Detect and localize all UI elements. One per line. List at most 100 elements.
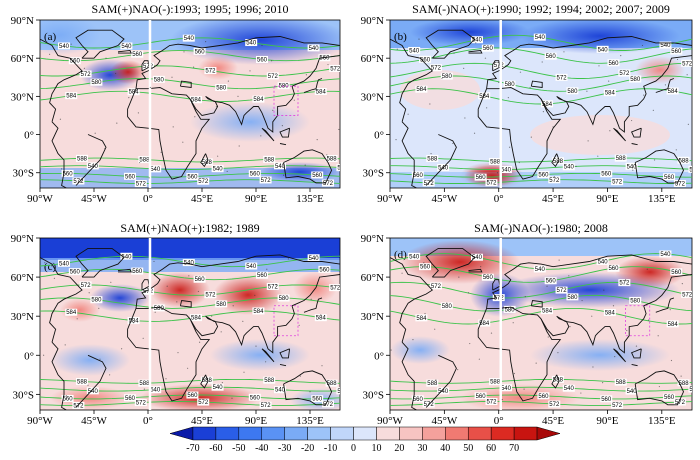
contour-label-box xyxy=(131,267,144,275)
significance-dot xyxy=(418,38,420,40)
contour-label-box xyxy=(562,384,575,392)
contour-label-box xyxy=(437,387,450,395)
significance-dot xyxy=(109,374,111,376)
coast-line xyxy=(303,78,323,93)
panel-c-coastline xyxy=(40,238,340,410)
coast-line xyxy=(117,50,132,54)
contour-label: 584 xyxy=(316,316,327,322)
significance-dot xyxy=(575,165,577,167)
contour-label: 560 xyxy=(671,49,682,55)
contour-label-box xyxy=(248,170,261,178)
lon-tick-label: 0° xyxy=(143,415,153,427)
significance-dot xyxy=(413,389,415,392)
contour-label-box xyxy=(600,170,613,178)
colorbar-swatch xyxy=(399,426,423,441)
significance-dot xyxy=(396,48,398,50)
lon-tick-label: 45°W xyxy=(81,193,107,205)
contour-label: 540 xyxy=(409,48,420,54)
contour-label: 540 xyxy=(121,44,132,50)
contour-label: 588 xyxy=(264,157,275,163)
contour-label-box xyxy=(537,392,550,400)
significance-dot xyxy=(523,388,525,390)
contour-label-box xyxy=(134,180,147,188)
significance-dot xyxy=(271,60,273,62)
height-contour xyxy=(390,294,692,312)
significance-dot xyxy=(137,112,139,114)
contour-label-box xyxy=(440,72,453,80)
contour-label-box xyxy=(673,398,686,406)
lat-tick-label: 90°N xyxy=(11,15,34,27)
coast-line xyxy=(540,55,692,133)
significance-dot xyxy=(620,55,622,57)
significance-dot xyxy=(424,312,426,315)
coast-line xyxy=(179,299,192,308)
height-contour xyxy=(390,47,692,64)
significance-dot xyxy=(305,74,307,76)
contour-label: 540 xyxy=(564,165,575,171)
contour-label: 560 xyxy=(608,266,619,272)
significance-dot xyxy=(475,42,477,44)
contour-label: 540 xyxy=(121,254,132,260)
contour-label: 560 xyxy=(195,49,206,55)
contour-label-box xyxy=(551,375,564,383)
contour-label-box xyxy=(340,75,352,82)
height-contour xyxy=(390,75,692,92)
contour-label-box xyxy=(422,400,435,408)
contour-label: 572 xyxy=(136,182,147,188)
significance-dot xyxy=(277,335,279,337)
colorbar-tick-label: 40 xyxy=(440,443,450,454)
contour-label: 580 xyxy=(91,80,102,86)
contour-label-box xyxy=(666,87,679,95)
coast-line xyxy=(279,363,287,367)
coast-line xyxy=(631,143,638,146)
contour-label-box xyxy=(677,156,690,164)
contour-label: 588 xyxy=(616,156,627,162)
significance-dot xyxy=(320,314,322,316)
height-contour xyxy=(390,378,692,384)
significance-dot xyxy=(508,146,511,148)
significance-dot xyxy=(197,290,199,293)
colorbar: -70 -60 -50 -40 -30 -20 -10 0 10 20 30 40 50 60 70 xyxy=(169,426,561,454)
contour-label-box xyxy=(68,268,81,276)
lat-tick-label: 30°N xyxy=(11,91,34,103)
lat-tick-label: 30°N xyxy=(11,311,34,323)
significance-dot xyxy=(419,88,421,90)
contour-label: 540 xyxy=(59,261,70,267)
significance-dot xyxy=(82,158,84,160)
contour-label-box xyxy=(259,401,272,409)
contour-label-box xyxy=(58,259,70,267)
contour-label-box xyxy=(408,46,421,54)
contour-label: 560 xyxy=(664,395,675,401)
coast-line xyxy=(630,348,642,359)
significance-dot xyxy=(61,168,63,170)
contour-label: 584 xyxy=(191,316,202,322)
panel-b-label: (b) xyxy=(394,31,407,43)
panel-a-title: SAM(+)NAO(-):1993; 1995; 1996; 2010 xyxy=(91,2,288,16)
colorbar-swatch xyxy=(215,426,240,441)
significance-dot xyxy=(272,109,274,111)
height-contour xyxy=(390,266,692,283)
significance-dot xyxy=(637,396,639,398)
contour-label-box xyxy=(670,47,683,55)
significance-dot xyxy=(473,132,476,134)
significance-dot xyxy=(669,309,671,311)
colorbar-tick-label: -10 xyxy=(324,443,337,454)
coast-line xyxy=(401,121,417,188)
significance-dot xyxy=(187,367,189,369)
coast-line xyxy=(75,134,107,186)
significance-dot xyxy=(148,177,150,179)
contour-label: 572 xyxy=(619,71,630,77)
contour-label-box xyxy=(541,307,554,315)
contour-label: 540 xyxy=(627,389,638,395)
significance-dot xyxy=(59,118,62,120)
height-contour xyxy=(40,268,340,281)
contour-label: 580 xyxy=(630,298,641,304)
contour-label-box xyxy=(629,296,642,304)
contour-label-box xyxy=(311,395,324,403)
lat-tick-label: 60°N xyxy=(11,53,34,65)
lon-tick-label: 90°E xyxy=(596,193,618,205)
panel-c-label: (c) xyxy=(44,261,57,273)
contour-label-box xyxy=(603,89,616,97)
significance-dot xyxy=(76,318,78,320)
contour-label-box xyxy=(499,384,512,392)
